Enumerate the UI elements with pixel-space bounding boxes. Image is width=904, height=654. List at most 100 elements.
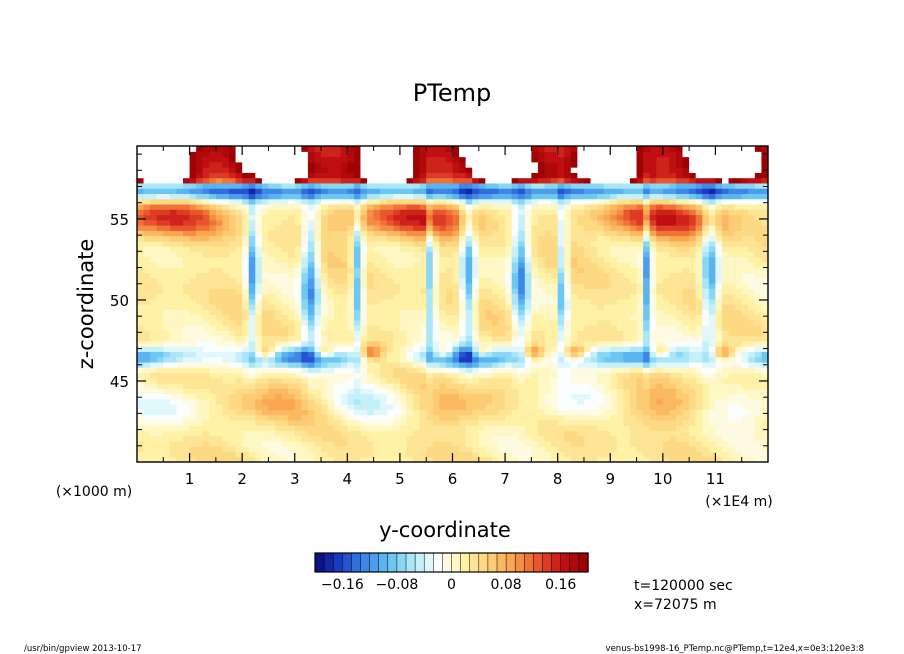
heatmap-cell [669,209,677,216]
heatmap-cell [505,225,513,231]
heatmap-cell [281,440,289,447]
heatmap-cell [419,446,427,453]
heatmap-cell [163,214,171,221]
heatmap-cell [636,209,644,216]
heatmap-cell [649,272,657,279]
heatmap-cell [472,235,480,242]
heatmap-cell [143,372,151,379]
heatmap-cell [163,225,171,231]
heatmap-cell [314,351,322,358]
heatmap-cell [472,267,480,273]
heatmap-cell [485,319,493,326]
heatmap-cell [360,198,368,205]
heatmap-cell [334,404,342,410]
heatmap-cell [189,372,197,379]
heatmap-cell [491,246,500,252]
heatmap-cell [570,293,578,300]
heatmap-cell [248,319,256,326]
heatmap-cell [610,304,618,310]
heatmap-cell [156,251,164,258]
heatmap-cell [505,188,513,194]
heatmap-cell [577,446,585,453]
heatmap-cell [248,214,256,221]
heatmap-cell [544,340,552,347]
heatmap-cell [603,367,611,374]
heatmap-cell [537,430,546,437]
heatmap-cell [445,161,454,168]
heatmap-cell [248,435,256,442]
heatmap-cell [426,182,434,189]
heatmap-cell [380,146,388,152]
heatmap-cell [196,356,204,363]
heatmap-cell [321,440,329,447]
heatmap-cell [209,377,217,384]
heatmap-cell [590,298,598,305]
heatmap-cell [386,282,394,289]
heatmap-cell [616,325,624,331]
heatmap-cell [459,146,467,152]
heatmap-cell [564,361,572,368]
heatmap-cell [432,425,440,431]
heatmap-cell [616,340,624,347]
heatmap-cell [590,456,598,462]
heatmap-cell [426,203,434,210]
heatmap-cell [656,298,664,305]
heatmap-cell [307,177,316,184]
heatmap-cell [150,288,158,295]
heatmap-cell [505,351,513,358]
heatmap-cell [505,440,513,447]
heatmap-cell [465,335,473,342]
heatmap-cell [656,398,664,405]
heatmap-cell [537,293,546,300]
heatmap-cell [511,377,519,384]
heatmap-cell [610,446,618,453]
heatmap-cell [439,335,447,342]
heatmap-cell [209,446,217,453]
heatmap-cell [472,177,480,184]
heatmap-cell [150,398,158,405]
heatmap-cell [261,456,270,462]
heatmap-cell [518,203,526,210]
heatmap-cell [189,198,197,205]
heatmap-cell [156,246,164,252]
heatmap-cell [623,251,631,258]
heatmap-cell [551,203,559,210]
heatmap-cell [623,414,631,421]
heatmap-cell [597,451,605,458]
heatmap-cell [281,177,289,184]
heatmap-cell [432,277,440,284]
heatmap-cell [261,298,270,305]
heatmap-cell [314,267,322,273]
heatmap-cell [196,340,204,347]
heatmap-cell [432,182,440,189]
heatmap-cell [656,419,664,426]
heatmap-cell [248,361,256,368]
heatmap-cell [222,340,230,347]
heatmap-cell [255,419,263,426]
heatmap-cell [353,167,362,173]
heatmap-cell [603,256,611,263]
heatmap-cell [202,372,210,379]
heatmap-cell [215,188,224,194]
heatmap-cell [347,372,355,379]
heatmap-cell [537,425,546,431]
heatmap-cell [610,193,618,200]
heatmap-cell [301,409,309,416]
heatmap-cell [557,309,565,316]
heatmap-cell [183,319,191,326]
heatmap-cell [189,146,197,152]
heatmap-cell [275,340,283,347]
heatmap-cell [623,272,631,279]
heatmap-cell [242,161,250,168]
heatmap-cell [202,388,210,395]
heatmap-cell [656,361,664,368]
heatmap-cell [452,230,460,237]
heatmap-cell [321,246,329,252]
heatmap-cell [183,335,191,342]
heatmap-cell [340,314,348,321]
heatmap-cell [196,372,204,379]
heatmap-cell [301,309,309,316]
heatmap-cell [439,330,447,337]
heatmap-cell [399,383,408,389]
heatmap-cell [577,214,585,221]
